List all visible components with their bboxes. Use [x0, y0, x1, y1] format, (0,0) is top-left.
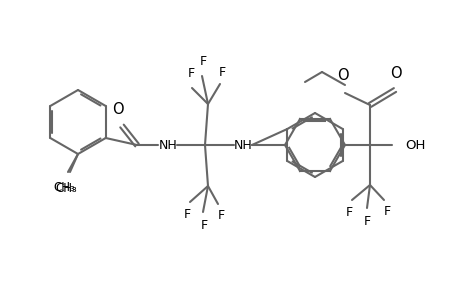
Text: F: F — [363, 215, 370, 228]
Text: NH: NH — [158, 139, 177, 152]
Text: O: O — [336, 68, 348, 83]
Text: F: F — [383, 205, 390, 218]
Text: F: F — [200, 219, 207, 232]
Text: CH₃: CH₃ — [55, 182, 77, 195]
Text: O: O — [112, 102, 123, 117]
Text: F: F — [217, 209, 224, 222]
Text: F: F — [187, 67, 194, 80]
Text: CH₃: CH₃ — [53, 181, 75, 194]
Text: F: F — [199, 55, 206, 68]
Text: F: F — [345, 206, 352, 219]
Text: O: O — [389, 66, 401, 81]
Text: NH: NH — [233, 139, 252, 152]
Text: F: F — [218, 66, 225, 79]
Text: OH: OH — [404, 139, 425, 152]
Text: F: F — [183, 208, 190, 221]
